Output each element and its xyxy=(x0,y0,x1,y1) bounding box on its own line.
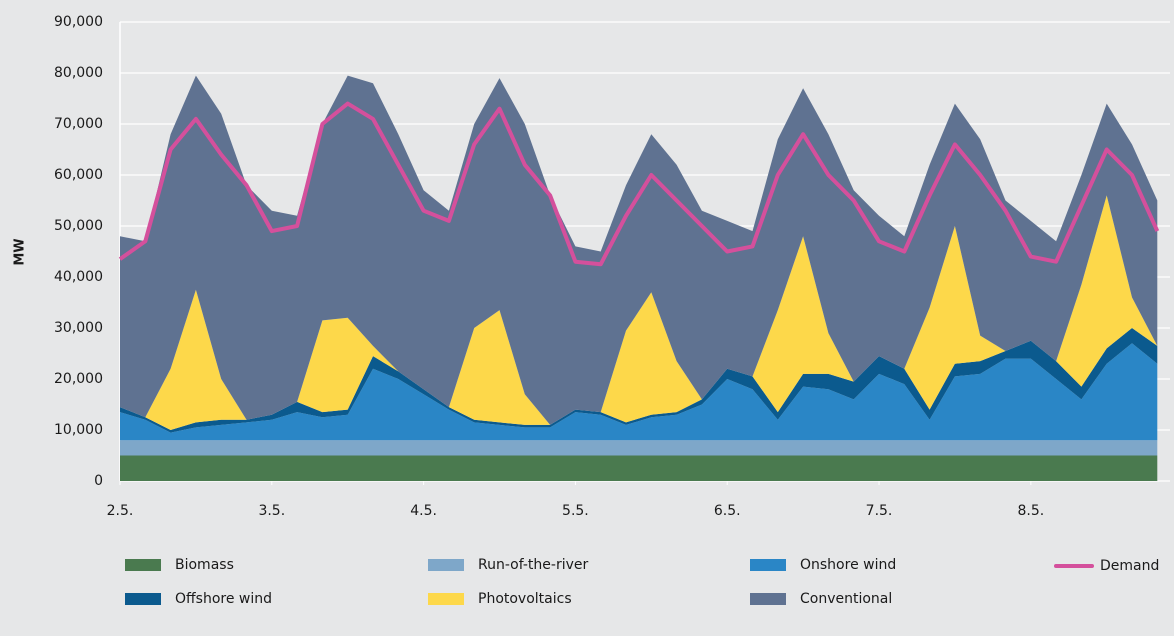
legend-label: Demand xyxy=(1100,558,1159,574)
legend: Biomass Run-of-the-river Onshore wind Offsh… xyxy=(125,557,1159,607)
x-tick-label: 8.5. xyxy=(1017,503,1044,519)
legend-label: Offshore wind xyxy=(175,591,272,607)
legend-swatch xyxy=(750,593,786,605)
legend-label: Onshore wind xyxy=(800,557,896,573)
legend-label: Biomass xyxy=(175,557,234,573)
y-tick-label: 30,000 xyxy=(54,320,103,336)
area xyxy=(120,328,1158,433)
axes: 0 10,000 20,000 30,000 40,000 50,000 60,000 70,… xyxy=(54,14,1044,519)
x-tick-label: 3.5. xyxy=(258,503,285,519)
legend-swatch xyxy=(428,559,464,571)
y-tick-label: 80,000 xyxy=(54,65,103,81)
x-tick-label: 7.5. xyxy=(866,503,893,519)
demand-line xyxy=(118,101,1160,267)
legend-swatch xyxy=(125,559,161,571)
y-tick-label: 70,000 xyxy=(54,116,103,132)
x-tick-label: 4.5. xyxy=(410,503,437,519)
y-tick-label: 40,000 xyxy=(54,269,103,285)
legend-swatch xyxy=(750,559,786,571)
y-axis-label: MW xyxy=(13,238,28,265)
areas xyxy=(120,75,1158,481)
y-tick-label: 60,000 xyxy=(54,167,103,183)
x-tick-label: 2.5. xyxy=(107,503,134,519)
legend-swatch xyxy=(125,593,161,605)
legend-label: Run-of-the-river xyxy=(478,557,589,573)
area xyxy=(120,440,1158,456)
legend-swatch xyxy=(428,593,464,605)
y-tick-label: 50,000 xyxy=(54,218,103,234)
legend-label: Photovoltaics xyxy=(478,591,572,607)
legend-label: Conventional xyxy=(800,591,892,607)
y-tick-label: 10,000 xyxy=(54,422,103,438)
area xyxy=(120,195,1158,430)
x-tick-label: 6.5. xyxy=(714,503,741,519)
area xyxy=(120,455,1158,481)
y-tick-label: 90,000 xyxy=(54,14,103,30)
x-tick-label: 5.5. xyxy=(562,503,589,519)
area xyxy=(120,75,1158,425)
area xyxy=(120,343,1158,441)
y-tick-label: 20,000 xyxy=(54,371,103,387)
lines xyxy=(118,101,1160,267)
y-tick-label: 0 xyxy=(94,473,103,489)
